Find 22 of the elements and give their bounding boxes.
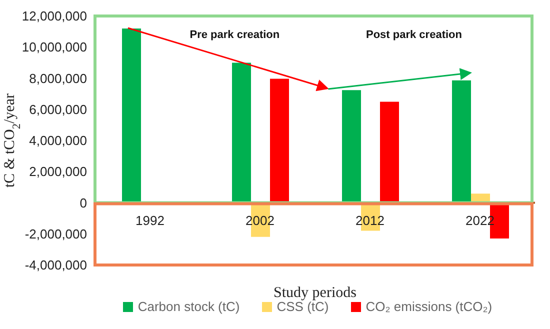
bar [342,90,361,203]
bar [270,78,289,203]
legend-label: Carbon stock (tC) [136,299,240,314]
legend-label: CO₂ emissions (tCO₂) [366,299,492,314]
y-tick-label: -4,000,000 [24,258,87,273]
y-tick-label: 10,000,000 [22,40,87,55]
y-tick-label: 2,000,000 [29,164,87,180]
bar [232,62,251,203]
y-tick-label: 0 [80,195,87,210]
y-tick-label: 12,000,000 [22,8,87,24]
annotation: Pre park creation [190,29,280,41]
x-tick-label: 1992 [136,212,164,228]
y-tick-label: -2,000,000 [24,226,87,242]
bar [380,102,399,203]
annotation: Post park creation [366,29,462,41]
bar [122,28,141,203]
y-tick-label: 4,000,000 [29,133,87,148]
y-tick-label: 6,000,000 [29,102,87,117]
x-axis-title: Study periods [274,285,357,301]
y-tick-label: 8,000,000 [29,70,87,86]
legend-label: CSS (tC) [276,299,329,314]
bar [452,80,471,203]
